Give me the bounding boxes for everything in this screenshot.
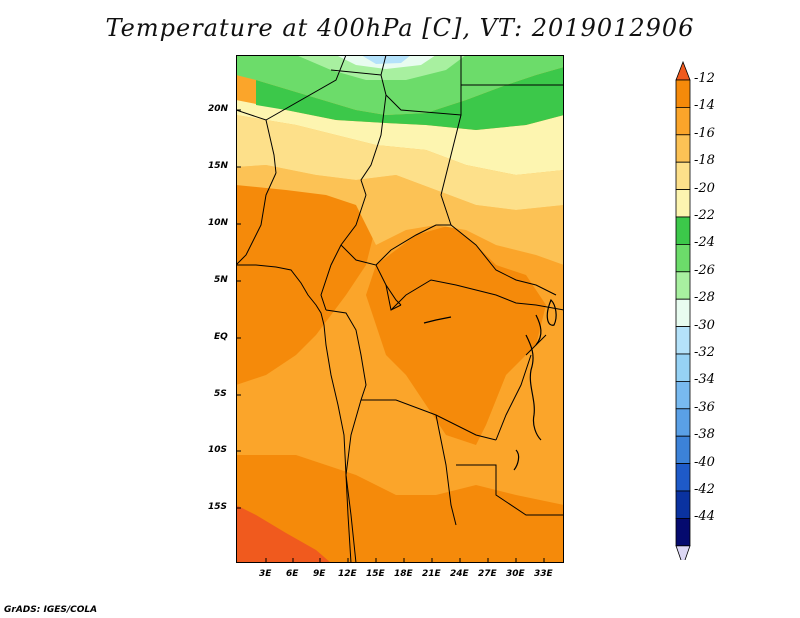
lon-label: 3E <box>259 569 272 579</box>
fill-orange-west <box>236 170 376 385</box>
colorbar-arrow-top <box>675 60 691 81</box>
colorbar-level-label: -20 <box>694 180 715 196</box>
chart-title: Temperature at 400hPa [C], VT: 201901290… <box>105 14 695 42</box>
plot-frame <box>236 55 564 563</box>
footer-credit: GrADS: IGES/COLA <box>4 605 98 615</box>
colorbar-swatch <box>675 107 691 136</box>
coastline <box>236 264 352 563</box>
colorbar-level-label: -12 <box>694 71 715 86</box>
fill-green-mid <box>236 55 564 115</box>
lat-label: 15N <box>208 161 229 171</box>
colorbar-swatch <box>675 353 691 382</box>
colorbar-swatch <box>675 298 691 327</box>
colorbar-swatch <box>675 435 691 465</box>
lon-label: 18E <box>394 569 413 579</box>
colorbar-swatch <box>675 517 691 547</box>
colorbar-swatch <box>675 271 691 300</box>
colorbar-swatch <box>675 79 691 108</box>
fill-lightyellow-north <box>236 100 564 175</box>
colorbar-swatch <box>675 161 691 190</box>
lon-label: 12E <box>338 569 357 579</box>
colorbar-level-label: -18 <box>694 153 715 169</box>
lon-label: 33E <box>534 569 553 579</box>
colorbar-level-label: -36 <box>694 399 715 415</box>
colorbar-level-label: -34 <box>694 372 715 388</box>
fill-orange-central <box>366 225 546 445</box>
temperature-map <box>236 55 564 563</box>
fill-orange-south <box>236 455 564 563</box>
fill-lightorange-band <box>236 165 564 265</box>
lon-label: 30E <box>506 569 525 579</box>
colorbar-swatch <box>675 134 691 163</box>
colorbar-level-label: -42 <box>694 482 715 497</box>
lon-label: 27E <box>478 569 497 579</box>
colorbar-swatch <box>675 408 691 437</box>
lat-label: 10S <box>208 445 228 455</box>
colorbar-level-label: -44 <box>694 509 715 525</box>
lon-label: 15E <box>366 569 385 579</box>
colorbar-level-label: -40 <box>694 454 715 470</box>
colorbar-level-label: -30 <box>694 317 715 333</box>
colorbar-level-label: -38 <box>694 427 715 443</box>
map-plot <box>236 55 564 563</box>
colorbar-level-label: -22 <box>694 208 715 223</box>
lat-label: 20N <box>208 104 229 114</box>
colorbar-swatch <box>675 326 691 355</box>
lon-label: 6E <box>286 569 299 579</box>
fill-red-southwest <box>236 505 331 563</box>
fill-blue-top <box>361 55 411 64</box>
tick-marks <box>236 109 545 563</box>
colorbar-level-label: -16 <box>694 125 715 141</box>
colorbar-arrow-bottom <box>675 545 691 560</box>
colorbar-level-label: -32 <box>694 345 715 360</box>
lon-label: 9E <box>313 569 326 579</box>
colorbar-swatch <box>675 463 691 492</box>
colorbar-level-label: -14 <box>694 98 715 114</box>
colorbar <box>675 60 691 560</box>
lat-label: 5N <box>214 275 228 285</box>
colorbar-swatch <box>675 243 691 273</box>
lat-label: 5S <box>214 389 227 399</box>
colorbar-level-label: -24 <box>694 235 715 251</box>
country-borders <box>236 55 564 563</box>
lat-label: 15S <box>208 502 228 512</box>
lat-label: 10N <box>208 218 229 228</box>
lon-label: 24E <box>450 569 469 579</box>
lon-label: 21E <box>422 569 441 579</box>
colorbar-swatch <box>675 189 691 218</box>
colorbar-swatch <box>675 490 691 519</box>
colorbar-level-label: -26 <box>694 262 715 278</box>
lat-label: EQ <box>214 332 228 342</box>
lakes <box>423 298 557 471</box>
colorbar-swatch <box>675 380 691 410</box>
colorbar-swatch <box>675 216 691 245</box>
fill-green-dark <box>256 67 564 130</box>
colorbar-level-label: -28 <box>694 290 715 306</box>
fill-paleyellow-north <box>236 115 564 210</box>
